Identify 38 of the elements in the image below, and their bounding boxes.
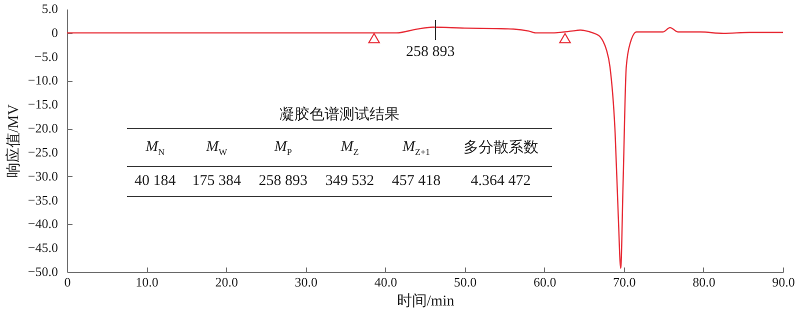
annotation: 258 893 [250, 166, 316, 196]
y-tick-label: −15.0 [28, 96, 58, 112]
x-tick-label: 60.0 [533, 274, 556, 290]
x-tick-label: 70.0 [613, 274, 636, 290]
x-axis-title: 时间/min [396, 292, 455, 310]
annotation: 40 184 [127, 166, 184, 196]
y-tick-label: −50.0 [28, 264, 58, 279]
x-tick-label: 10.0 [136, 274, 158, 290]
y-tick-label: 0 [52, 24, 58, 40]
y-tick-label: 5.0 [42, 1, 58, 16]
annotation: M$_{W}$ [206, 138, 228, 156]
annotation: M$_{P}$ [274, 138, 292, 156]
x-tick-label: 80.0 [692, 274, 716, 290]
y-axis-title: 响应值/MV [5, 104, 22, 178]
annotation: 4.364 472 [450, 166, 552, 196]
x-tick-label: 20.0 [215, 274, 238, 290]
annotation: 258 893 [406, 44, 455, 61]
x-tick-label: 30.0 [294, 274, 318, 290]
annotation: 凝胶色谱测试结果 [127, 101, 552, 128]
annotation: M$_{Z}$ [340, 138, 359, 156]
y-tick-label: −10.0 [28, 72, 58, 88]
annotation: M$_{N}$ [146, 138, 165, 156]
y-tick-label: −20.0 [28, 120, 58, 136]
y-tick-label: −35.0 [28, 192, 58, 208]
annotation: 175 384 [183, 166, 250, 196]
annotation: M$_{Z+1}$ [402, 138, 430, 156]
annotation: 349 532 [316, 166, 383, 196]
y-tick-label: −25.0 [28, 144, 58, 160]
y-tick-label: −40.0 [28, 216, 58, 232]
x-tick-label: 90.0 [772, 274, 795, 290]
y-tick-label: −45.0 [28, 240, 58, 256]
y-tick-label: −5.0 [34, 48, 58, 64]
x-tick-label: 40.0 [374, 274, 398, 290]
annotation: 多分散系数 [450, 128, 552, 166]
x-tick-label: 0 [64, 274, 71, 290]
y-tick-label: −30.0 [28, 168, 58, 184]
annotation: 457 418 [383, 166, 450, 196]
x-tick-label: 50.0 [454, 274, 477, 290]
